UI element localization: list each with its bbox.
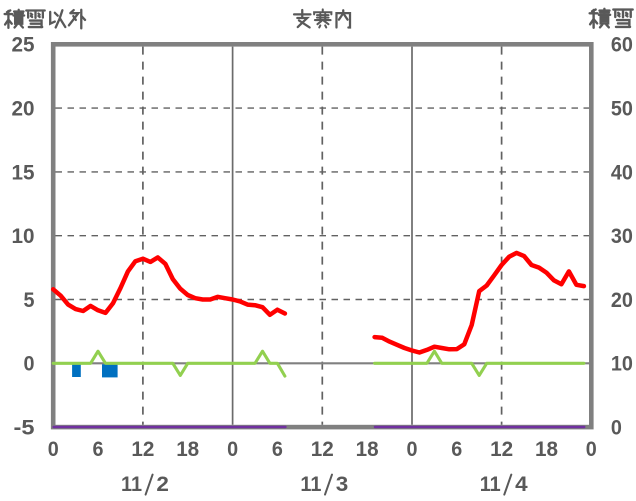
svg-text:30: 30 xyxy=(611,225,633,248)
svg-text:11: 11 xyxy=(480,473,501,496)
svg-text:12: 12 xyxy=(131,438,154,461)
svg-text:11: 11 xyxy=(121,473,142,496)
svg-text:0: 0 xyxy=(48,438,59,461)
svg-text:11: 11 xyxy=(300,473,321,496)
svg-text:12: 12 xyxy=(490,438,513,461)
svg-text:-5: -5 xyxy=(14,417,35,440)
svg-text:0: 0 xyxy=(586,438,597,461)
svg-text:6: 6 xyxy=(451,438,462,461)
svg-text:0: 0 xyxy=(611,417,622,440)
svg-text:15: 15 xyxy=(12,161,35,184)
svg-text:10: 10 xyxy=(611,353,633,376)
svg-text:0: 0 xyxy=(24,353,35,376)
svg-text:12: 12 xyxy=(311,438,334,461)
svg-text:50: 50 xyxy=(611,98,633,121)
svg-text:10: 10 xyxy=(12,225,35,248)
svg-text:5: 5 xyxy=(24,289,35,312)
svg-text:20: 20 xyxy=(611,289,633,312)
svg-text:0: 0 xyxy=(227,438,238,461)
svg-text:20: 20 xyxy=(12,98,35,121)
svg-text:18: 18 xyxy=(356,438,379,461)
svg-text:0: 0 xyxy=(407,438,418,461)
svg-text:18: 18 xyxy=(535,438,558,461)
svg-text:6: 6 xyxy=(93,438,104,461)
svg-text:60: 60 xyxy=(611,34,633,57)
svg-text:2: 2 xyxy=(156,473,169,496)
svg-text:18: 18 xyxy=(176,438,199,461)
svg-text:4: 4 xyxy=(515,473,528,496)
svg-text:40: 40 xyxy=(611,161,633,184)
svg-text:6: 6 xyxy=(272,438,283,461)
svg-text:25: 25 xyxy=(12,34,35,57)
svg-text:3: 3 xyxy=(336,473,349,496)
